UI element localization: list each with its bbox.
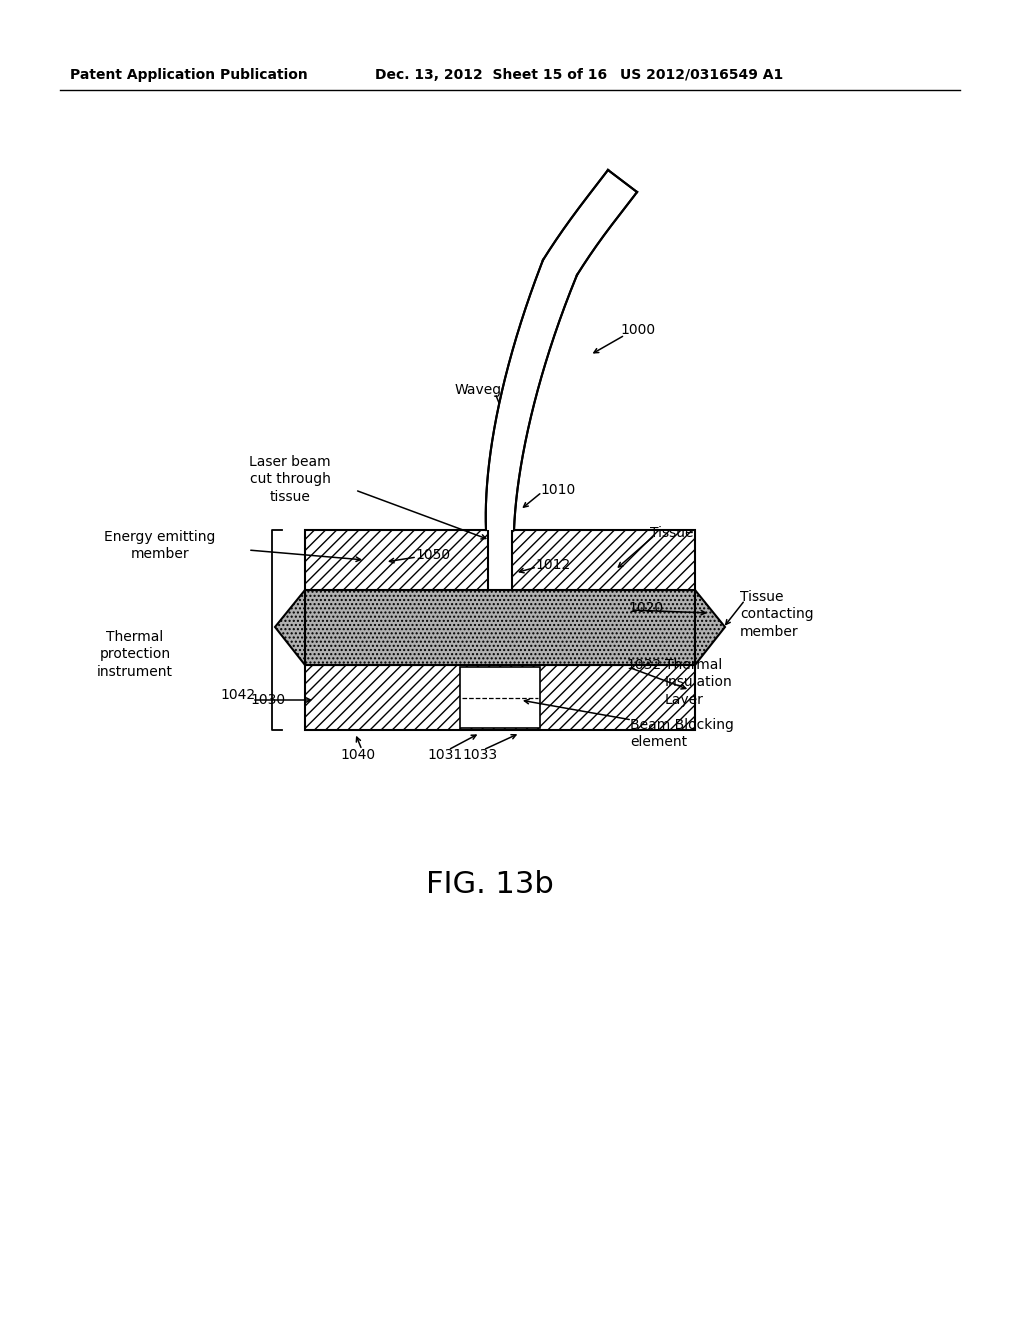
Text: 1033: 1033 bbox=[463, 748, 498, 762]
Bar bbox=[305, 590, 695, 665]
Text: Thermal
Insulation
Layer: Thermal Insulation Layer bbox=[665, 657, 733, 706]
Text: 1042: 1042 bbox=[220, 688, 255, 702]
Text: 1012: 1012 bbox=[535, 558, 570, 572]
Bar bbox=[512, 531, 695, 590]
Text: Waveguide: Waveguide bbox=[455, 383, 532, 397]
Text: 1050: 1050 bbox=[415, 548, 451, 562]
Text: 1031: 1031 bbox=[427, 748, 463, 762]
Bar bbox=[460, 667, 540, 729]
Text: 1010: 1010 bbox=[540, 483, 575, 498]
Text: 1030: 1030 bbox=[250, 693, 285, 708]
Polygon shape bbox=[275, 590, 305, 665]
Text: 1040: 1040 bbox=[340, 748, 376, 762]
Text: Laser beam
cut through
tissue: Laser beam cut through tissue bbox=[249, 455, 331, 504]
Bar bbox=[305, 665, 695, 730]
Text: 1000: 1000 bbox=[620, 323, 655, 337]
Text: FIG. 13b: FIG. 13b bbox=[426, 870, 554, 899]
Text: Thermal
protection
instrument: Thermal protection instrument bbox=[97, 630, 173, 678]
Text: 1032: 1032 bbox=[626, 657, 662, 672]
Text: 1020: 1020 bbox=[628, 601, 664, 615]
Text: US 2012/0316549 A1: US 2012/0316549 A1 bbox=[620, 69, 783, 82]
Text: Patent Application Publication: Patent Application Publication bbox=[70, 69, 308, 82]
Polygon shape bbox=[485, 170, 637, 531]
Text: Energy emitting
member: Energy emitting member bbox=[104, 531, 216, 561]
Text: Tissue: Tissue bbox=[650, 525, 693, 540]
Text: Dec. 13, 2012  Sheet 15 of 16: Dec. 13, 2012 Sheet 15 of 16 bbox=[375, 69, 607, 82]
Text: Tissue
contacting
member: Tissue contacting member bbox=[740, 590, 814, 639]
Text: Beam Blocking
element: Beam Blocking element bbox=[630, 718, 734, 750]
Polygon shape bbox=[695, 590, 725, 665]
Bar bbox=[305, 531, 488, 590]
